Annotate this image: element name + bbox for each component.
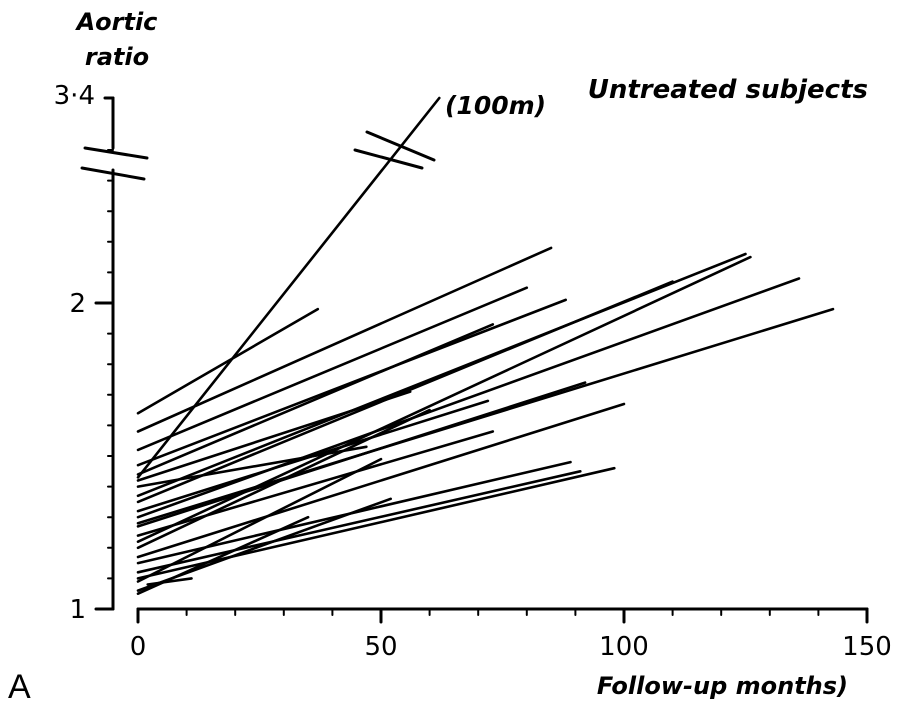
series-line-5 <box>136 298 568 467</box>
series-line-17 <box>136 408 431 550</box>
chart-labels: Aortic ratio Untreated subjects Follow-u… <box>8 8 892 701</box>
y-break-tick-label: 3·4 <box>54 81 95 111</box>
series-line-3 <box>136 246 553 433</box>
x-tick-label: 100 <box>599 632 649 662</box>
series-line-6 <box>136 323 495 476</box>
series-line-15 <box>136 430 495 537</box>
series-line-4 <box>136 286 529 452</box>
panel-label: A <box>8 668 31 701</box>
series-break-mark-1 <box>353 148 424 170</box>
x-axis-label: Follow-up months) <box>597 672 848 700</box>
series-line-12 <box>136 277 801 519</box>
series-line-18 <box>136 402 626 559</box>
y-tick-label: 1 <box>69 595 86 625</box>
series-line-11 <box>136 399 490 513</box>
series-line-20 <box>136 469 582 574</box>
annotation-100m: (100m) <box>445 91 546 120</box>
x-tick-label: 0 <box>130 632 147 662</box>
series-line-100m <box>136 96 441 479</box>
series-line-21 <box>136 466 616 580</box>
x-tick-label: 50 <box>364 632 397 662</box>
series-line-16 <box>136 255 752 544</box>
x-tick-label: 150 <box>842 632 892 662</box>
series-line-2 <box>136 307 320 415</box>
y-tick-label: 2 <box>69 289 86 319</box>
series-line-10 <box>136 280 674 504</box>
y-axis-label-line2: ratio <box>85 43 149 71</box>
series-lines <box>136 96 835 596</box>
y-axis-break-mark-1 <box>83 146 149 160</box>
series-line-13 <box>136 307 835 525</box>
chart-title: Untreated subjects <box>588 75 868 105</box>
y-axis-label-line1: Aortic <box>75 8 158 36</box>
series-line-22 <box>136 457 383 583</box>
y-axis-break-mark-2 <box>80 166 146 181</box>
axes <box>80 96 869 624</box>
series-line-25 <box>146 577 193 586</box>
series-line-14 <box>136 381 587 528</box>
